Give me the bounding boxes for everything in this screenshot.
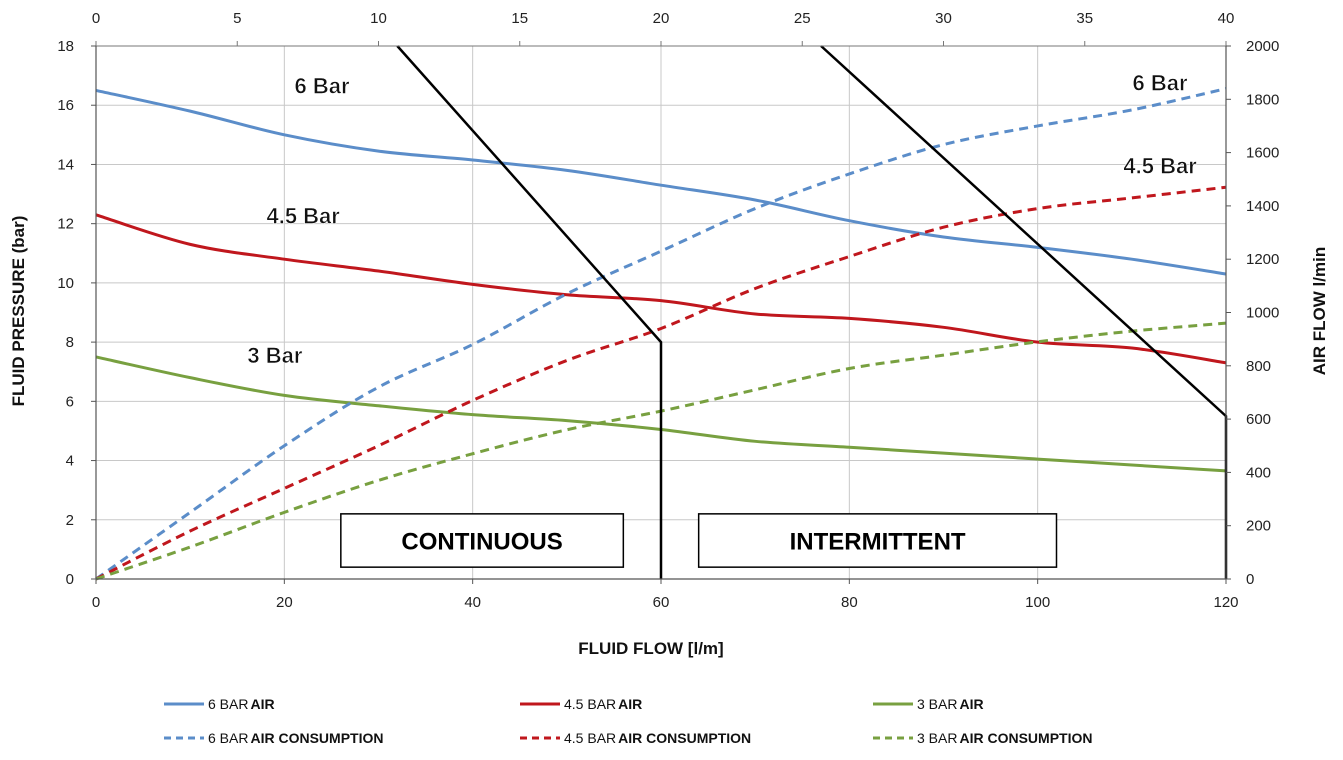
series-line-6-bar-air [95, 88, 1227, 276]
x2-tick-label: 35 [1076, 10, 1093, 27]
series-line-4-5-bar-air [95, 213, 1227, 365]
legend-label-suffix: AIR [618, 696, 643, 712]
y2-tick-label: 2000 [1246, 38, 1279, 55]
x-tick-label: 120 [1213, 594, 1238, 611]
y-tick-label: 2 [66, 512, 74, 529]
legend-label-suffix: AIR CONSUMPTION [959, 730, 1093, 746]
y-tick-label: 10 [57, 275, 74, 292]
curve-label: 4.5 Bar [1123, 153, 1197, 178]
y-tick-label: 8 [66, 334, 74, 351]
x2-tick-label: 40 [1218, 10, 1235, 27]
legend-swatch [164, 736, 204, 740]
y2-tick-label: 1600 [1246, 145, 1279, 162]
x2-tick-label: 25 [794, 10, 811, 27]
x2-tick-label: 30 [935, 10, 952, 27]
tick-labels: 0 20 40 60 80 100 1200 5 10 15 20 25 30 35 40024681012… [57, 10, 1279, 611]
legend-swatch [520, 702, 560, 706]
x2-tick-label: 20 [653, 10, 670, 27]
curve-label: 4.5 Bar [266, 204, 340, 229]
x-tick-label: 100 [1025, 594, 1050, 611]
legend-label-suffix: AIR [250, 696, 275, 712]
y-tick-label: 12 [57, 216, 74, 233]
series-line-6-bar-air-consumption [95, 87, 1227, 581]
y-tick-label: 18 [57, 38, 74, 55]
legend-label-prefix: 6 BAR [208, 730, 249, 746]
y-axis-title: FLUID PRESSURE (bar) [9, 216, 28, 407]
boundary-line [396, 45, 663, 579]
legend-item: 6 BAR AIR CONSUMPTION [164, 726, 383, 750]
legend-swatch [873, 736, 913, 740]
y-tick-label: 6 [66, 393, 74, 410]
legend-item: 3 BAR AIR [873, 692, 984, 716]
x-tick-label: 60 [653, 594, 670, 611]
y2-tick-label: 1200 [1246, 251, 1279, 268]
legend-label-prefix: 4.5 BAR [564, 696, 617, 712]
curve-labels: 6 Bar 4.5 Bar 3 Bar 6 Bar 4.5 Bar [247, 70, 1197, 368]
y-tick-label: 4 [66, 453, 74, 470]
y2-tick-label: 1000 [1246, 305, 1279, 322]
region-box [340, 513, 625, 568]
x2-tick-label: 15 [511, 10, 528, 27]
y-tick-label: 14 [57, 156, 74, 173]
y2-tick-label: 200 [1246, 518, 1271, 535]
legend-label-suffix: AIR CONSUMPTION [618, 730, 752, 746]
legend-swatch [520, 736, 560, 740]
curve-label: 6 Bar [1133, 70, 1188, 95]
curve-label: 6 Bar [294, 73, 349, 98]
y2-tick-label: 0 [1246, 571, 1254, 588]
legend-label-prefix: 6 BAR [208, 696, 249, 712]
y2-tick-label: 1400 [1246, 198, 1279, 215]
legend-item: 6 BAR AIR [164, 692, 275, 716]
legend-label-prefix: 4.5 BAR [564, 730, 617, 746]
legend: 6 BAR AIR 4.5 BAR AIR 3 BAR AIR 6 BAR AIR CONSU… [0, 690, 1343, 760]
y2-tick-label: 1800 [1246, 91, 1279, 108]
legend-item: 4.5 BAR AIR [520, 692, 642, 716]
legend-label-suffix: AIR [959, 696, 984, 712]
legend-item: 3 BAR AIR CONSUMPTION [873, 726, 1092, 750]
x-tick-label: 80 [841, 594, 858, 611]
legend-swatch [164, 702, 204, 706]
axes [91, 41, 1231, 584]
region-box [697, 513, 1058, 568]
region-label: INTERMITTENT [790, 529, 966, 556]
y2-tick-label: 800 [1246, 358, 1271, 375]
y-tick-label: 0 [66, 571, 74, 588]
pump-performance-chart: CONTINUOUS INTERMITTENT 0 20 40 60 80 100 1200 5… [9, 10, 1329, 658]
boundary-line [820, 45, 1228, 579]
x-axis-title: FLUID FLOW [l/m] [578, 639, 723, 658]
x2-tick-label: 0 [92, 10, 100, 27]
legend-swatch [873, 702, 913, 706]
operating-boundaries [396, 45, 1228, 579]
y-tick-label: 16 [57, 97, 74, 114]
x-tick-label: 20 [276, 594, 293, 611]
legend-label-suffix: AIR CONSUMPTION [250, 730, 384, 746]
y2-tick-label: 400 [1246, 464, 1271, 481]
region-boxes: CONTINUOUS INTERMITTENT [340, 513, 1058, 568]
curve-label: 3 Bar [247, 343, 302, 368]
x-tick-label: 40 [464, 594, 481, 611]
y2-tick-label: 600 [1246, 411, 1271, 428]
legend-item: 4.5 BAR AIR CONSUMPTION [520, 726, 751, 750]
y2-axis-title: AIR FLOW l/min [1310, 247, 1329, 375]
x-tick-label: 0 [92, 594, 100, 611]
legend-label-prefix: 3 BAR [917, 730, 958, 746]
x2-tick-label: 10 [370, 10, 387, 27]
region-label: CONTINUOUS [401, 529, 562, 556]
legend-label-prefix: 3 BAR [917, 696, 958, 712]
x2-tick-label: 5 [233, 10, 241, 27]
